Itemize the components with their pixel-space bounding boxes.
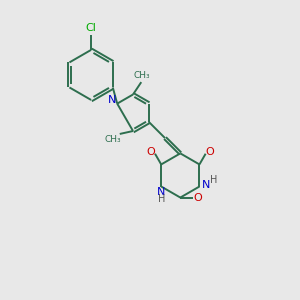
- Text: N: N: [108, 95, 116, 105]
- Text: N: N: [157, 187, 165, 197]
- Text: CH₃: CH₃: [104, 135, 121, 144]
- Text: CH₃: CH₃: [134, 71, 150, 80]
- Text: N: N: [202, 180, 210, 190]
- Text: O: O: [146, 147, 155, 157]
- Text: H: H: [210, 175, 217, 185]
- Text: O: O: [206, 147, 214, 157]
- Text: O: O: [194, 193, 202, 202]
- Text: H: H: [158, 194, 165, 205]
- Text: Cl: Cl: [86, 23, 97, 33]
